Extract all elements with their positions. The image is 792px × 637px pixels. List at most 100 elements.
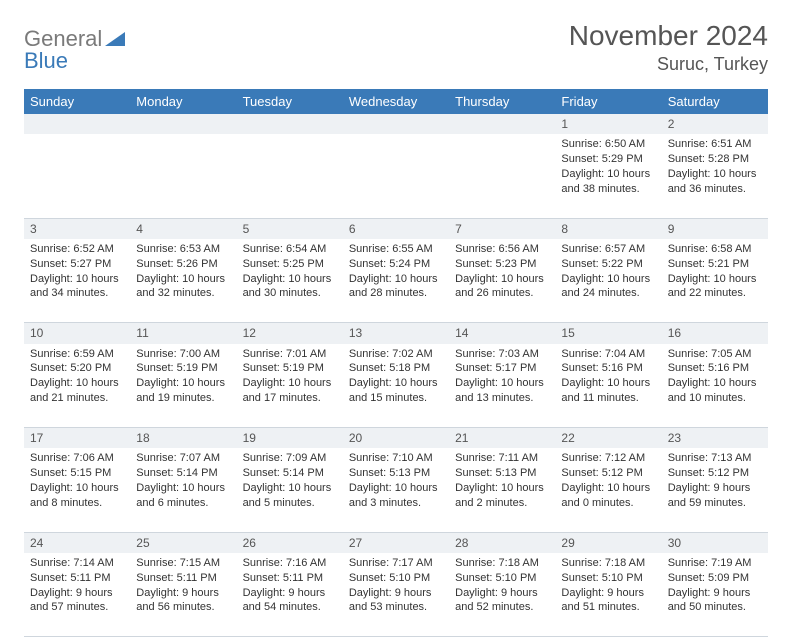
week-row: Sunrise: 7:14 AMSunset: 5:11 PMDaylight:… [24, 553, 768, 637]
daylight-text: Daylight: 10 hours and 32 minutes. [136, 272, 230, 302]
sunrise-text: Sunrise: 6:54 AM [243, 242, 337, 257]
sunrise-text: Sunrise: 7:07 AM [136, 451, 230, 466]
day-number-cell: 2 [662, 114, 768, 134]
sunset-text: Sunset: 5:10 PM [349, 571, 443, 586]
day-cell: Sunrise: 7:06 AMSunset: 5:15 PMDaylight:… [24, 448, 130, 532]
day-number-cell [449, 114, 555, 134]
weekday-header: Friday [555, 89, 661, 114]
daylight-text: Daylight: 10 hours and 2 minutes. [455, 481, 549, 511]
sunrise-text: Sunrise: 6:57 AM [561, 242, 655, 257]
sunset-text: Sunset: 5:09 PM [668, 571, 762, 586]
title-block: November 2024 Suruc, Turkey [569, 20, 768, 75]
page-title: November 2024 [569, 20, 768, 52]
day-cell-body: Sunrise: 7:14 AMSunset: 5:11 PMDaylight:… [24, 553, 130, 619]
sunrise-text: Sunrise: 7:15 AM [136, 556, 230, 571]
sunset-text: Sunset: 5:11 PM [136, 571, 230, 586]
day-cell-body: Sunrise: 7:12 AMSunset: 5:12 PMDaylight:… [555, 448, 661, 514]
day-cell-body: Sunrise: 6:58 AMSunset: 5:21 PMDaylight:… [662, 239, 768, 305]
day-number-cell: 16 [662, 323, 768, 344]
day-number-cell: 1 [555, 114, 661, 134]
sunset-text: Sunset: 5:19 PM [136, 361, 230, 376]
daylight-text: Daylight: 9 hours and 51 minutes. [561, 586, 655, 616]
location: Suruc, Turkey [569, 54, 768, 75]
daylight-text: Daylight: 10 hours and 0 minutes. [561, 481, 655, 511]
sunrise-text: Sunrise: 6:59 AM [30, 347, 124, 362]
sunset-text: Sunset: 5:11 PM [243, 571, 337, 586]
day-cell: Sunrise: 7:15 AMSunset: 5:11 PMDaylight:… [130, 553, 236, 637]
day-number-cell: 5 [237, 218, 343, 239]
sunrise-text: Sunrise: 7:09 AM [243, 451, 337, 466]
day-number-cell: 14 [449, 323, 555, 344]
sunrise-text: Sunrise: 7:16 AM [243, 556, 337, 571]
sunrise-text: Sunrise: 7:01 AM [243, 347, 337, 362]
daylight-text: Daylight: 10 hours and 34 minutes. [30, 272, 124, 302]
day-cell: Sunrise: 7:00 AMSunset: 5:19 PMDaylight:… [130, 344, 236, 428]
day-cell-body: Sunrise: 7:15 AMSunset: 5:11 PMDaylight:… [130, 553, 236, 619]
sunset-text: Sunset: 5:20 PM [30, 361, 124, 376]
sunrise-text: Sunrise: 7:11 AM [455, 451, 549, 466]
sunset-text: Sunset: 5:23 PM [455, 257, 549, 272]
day-number-cell: 21 [449, 428, 555, 449]
day-number-row: 3456789 [24, 218, 768, 239]
logo-text: General Blue [24, 28, 125, 72]
day-cell-body: Sunrise: 7:01 AMSunset: 5:19 PMDaylight:… [237, 344, 343, 410]
daylight-text: Daylight: 10 hours and 13 minutes. [455, 376, 549, 406]
daylight-text: Daylight: 10 hours and 11 minutes. [561, 376, 655, 406]
day-number-cell [130, 114, 236, 134]
daylight-text: Daylight: 10 hours and 15 minutes. [349, 376, 443, 406]
daylight-text: Daylight: 10 hours and 10 minutes. [668, 376, 762, 406]
daylight-text: Daylight: 10 hours and 8 minutes. [30, 481, 124, 511]
sunrise-text: Sunrise: 7:17 AM [349, 556, 443, 571]
day-cell-body: Sunrise: 7:02 AMSunset: 5:18 PMDaylight:… [343, 344, 449, 410]
sunrise-text: Sunrise: 7:03 AM [455, 347, 549, 362]
day-cell: Sunrise: 6:57 AMSunset: 5:22 PMDaylight:… [555, 239, 661, 323]
day-number-cell: 3 [24, 218, 130, 239]
weekday-header: Tuesday [237, 89, 343, 114]
day-cell: Sunrise: 6:59 AMSunset: 5:20 PMDaylight:… [24, 344, 130, 428]
sunset-text: Sunset: 5:16 PM [668, 361, 762, 376]
day-cell: Sunrise: 7:07 AMSunset: 5:14 PMDaylight:… [130, 448, 236, 532]
daylight-text: Daylight: 10 hours and 28 minutes. [349, 272, 443, 302]
day-number-cell: 20 [343, 428, 449, 449]
daylight-text: Daylight: 9 hours and 52 minutes. [455, 586, 549, 616]
day-number-cell [343, 114, 449, 134]
sunrise-text: Sunrise: 6:58 AM [668, 242, 762, 257]
day-cell: Sunrise: 7:11 AMSunset: 5:13 PMDaylight:… [449, 448, 555, 532]
day-cell: Sunrise: 6:50 AMSunset: 5:29 PMDaylight:… [555, 134, 661, 218]
sunset-text: Sunset: 5:28 PM [668, 152, 762, 167]
day-cell-body: Sunrise: 7:18 AMSunset: 5:10 PMDaylight:… [449, 553, 555, 619]
sunrise-text: Sunrise: 6:56 AM [455, 242, 549, 257]
logo: General Blue [24, 20, 125, 72]
sunset-text: Sunset: 5:26 PM [136, 257, 230, 272]
daylight-text: Daylight: 9 hours and 50 minutes. [668, 586, 762, 616]
day-cell: Sunrise: 6:55 AMSunset: 5:24 PMDaylight:… [343, 239, 449, 323]
day-cell: Sunrise: 7:17 AMSunset: 5:10 PMDaylight:… [343, 553, 449, 637]
day-number-cell: 30 [662, 532, 768, 553]
day-cell-body: Sunrise: 7:13 AMSunset: 5:12 PMDaylight:… [662, 448, 768, 514]
day-cell: Sunrise: 6:54 AMSunset: 5:25 PMDaylight:… [237, 239, 343, 323]
day-cell-body: Sunrise: 6:51 AMSunset: 5:28 PMDaylight:… [662, 134, 768, 200]
day-number-cell: 28 [449, 532, 555, 553]
week-row: Sunrise: 6:52 AMSunset: 5:27 PMDaylight:… [24, 239, 768, 323]
day-cell-body: Sunrise: 6:53 AMSunset: 5:26 PMDaylight:… [130, 239, 236, 305]
sunset-text: Sunset: 5:29 PM [561, 152, 655, 167]
daylight-text: Daylight: 10 hours and 21 minutes. [30, 376, 124, 406]
day-cell-body: Sunrise: 6:56 AMSunset: 5:23 PMDaylight:… [449, 239, 555, 305]
day-number-cell: 26 [237, 532, 343, 553]
sunset-text: Sunset: 5:11 PM [30, 571, 124, 586]
day-cell: Sunrise: 6:51 AMSunset: 5:28 PMDaylight:… [662, 134, 768, 218]
daylight-text: Daylight: 9 hours and 54 minutes. [243, 586, 337, 616]
day-number-cell [24, 114, 130, 134]
day-number-cell: 23 [662, 428, 768, 449]
day-number-cell: 12 [237, 323, 343, 344]
daylight-text: Daylight: 10 hours and 36 minutes. [668, 167, 762, 197]
day-cell: Sunrise: 7:05 AMSunset: 5:16 PMDaylight:… [662, 344, 768, 428]
day-cell-body: Sunrise: 7:19 AMSunset: 5:09 PMDaylight:… [662, 553, 768, 619]
sunrise-text: Sunrise: 7:05 AM [668, 347, 762, 362]
day-cell: Sunrise: 7:04 AMSunset: 5:16 PMDaylight:… [555, 344, 661, 428]
sunrise-text: Sunrise: 7:19 AM [668, 556, 762, 571]
sunrise-text: Sunrise: 7:10 AM [349, 451, 443, 466]
day-cell-body: Sunrise: 7:00 AMSunset: 5:19 PMDaylight:… [130, 344, 236, 410]
sunset-text: Sunset: 5:25 PM [243, 257, 337, 272]
weekday-header-row: SundayMondayTuesdayWednesdayThursdayFrid… [24, 89, 768, 114]
